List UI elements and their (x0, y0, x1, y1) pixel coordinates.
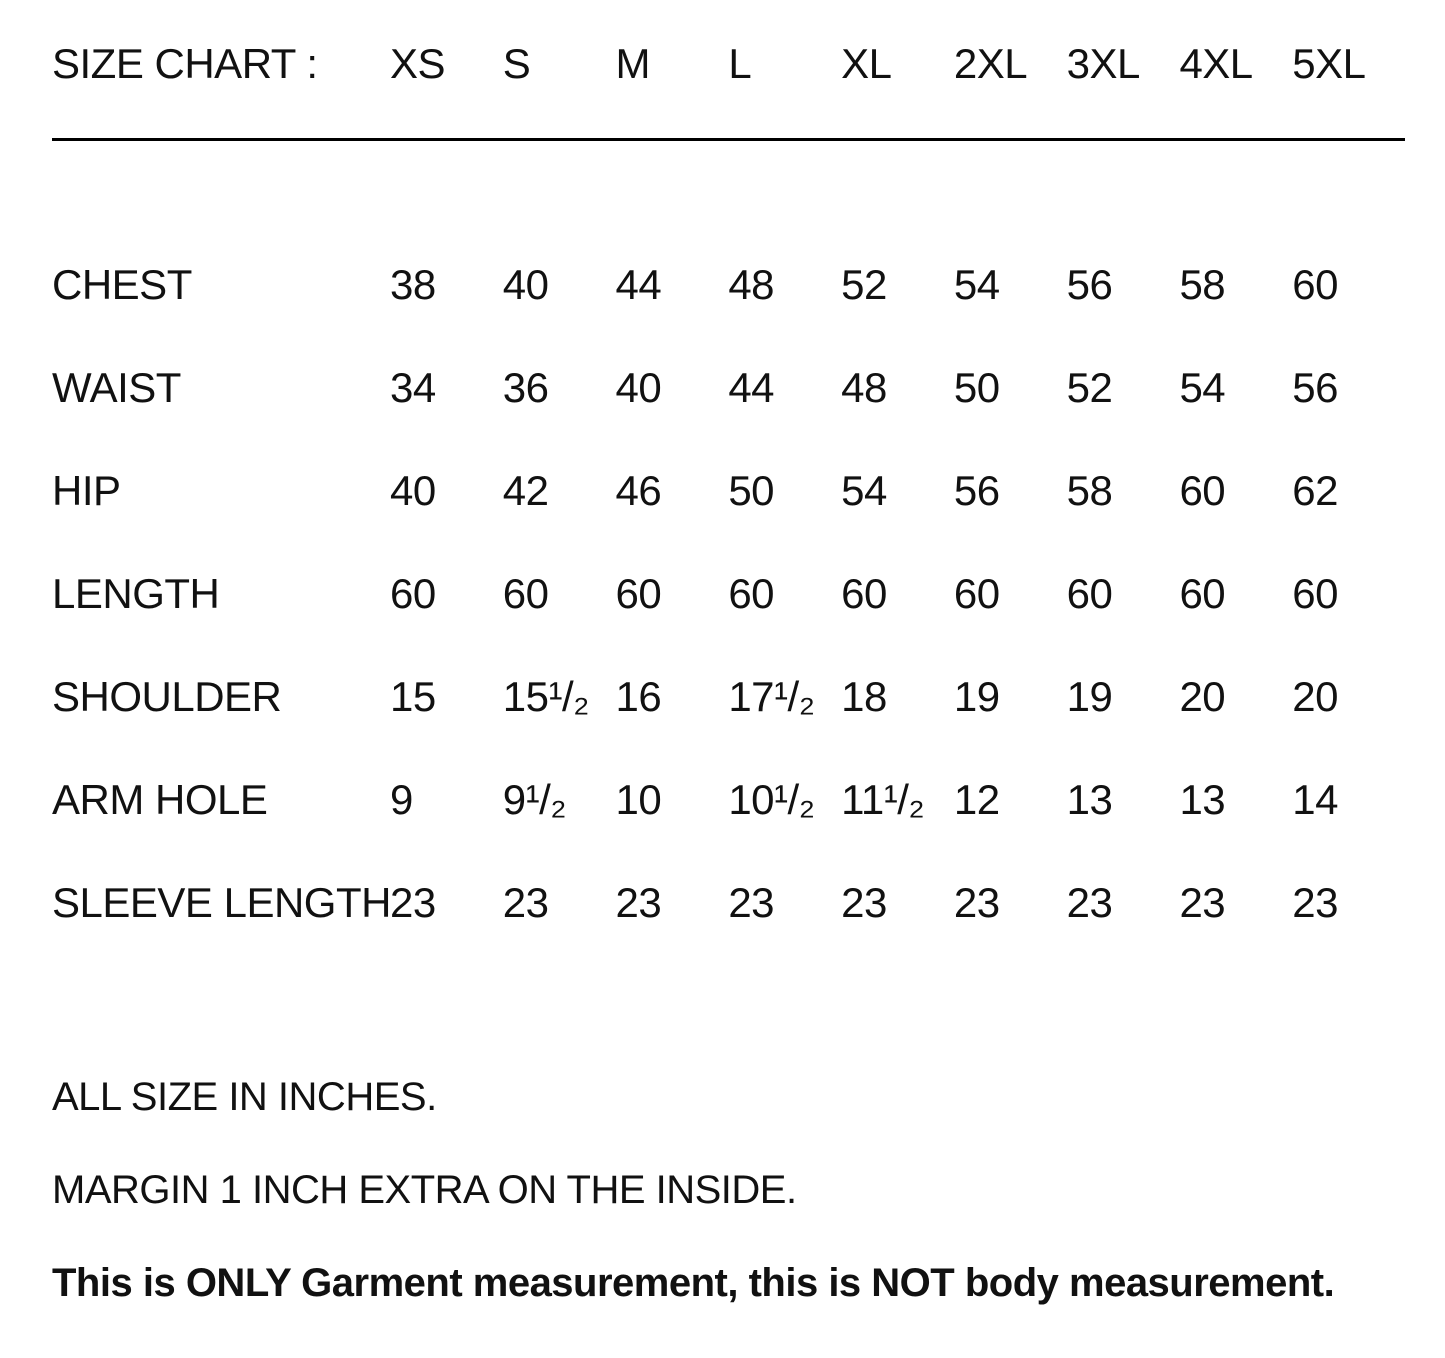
header-divider-line (52, 138, 1405, 141)
arm-hole-5xl: 14 (1292, 775, 1338, 823)
row-label-sleeve-length: SLEEVE LENGTH (52, 878, 391, 926)
arm-hole-m: 10 (615, 775, 662, 823)
row-label-hip: HIP (52, 466, 121, 514)
length-xl: 60 (841, 569, 887, 617)
size-col-l: L (728, 40, 752, 87)
chest-5xl: 60 (1292, 260, 1338, 308)
length-4xl: 60 (1179, 569, 1226, 617)
size-col-s: S (502, 40, 531, 87)
arm-hole-s: 9¹/₂ (502, 775, 567, 823)
length-m: 60 (615, 569, 662, 617)
table-row-chest: CHEST 38 40 44 48 52 54 56 58 60 (52, 233, 1405, 336)
sleeve-length-2xl: 23 (953, 878, 1000, 926)
table-row-waist: WAIST 34 36 40 44 48 50 52 54 56 (52, 336, 1405, 439)
size-col-2xl: 2XL (953, 40, 1028, 87)
hip-4xl: 60 (1179, 466, 1226, 514)
chest-xs: 38 (390, 260, 436, 308)
size-col-3xl: 3XL (1066, 40, 1141, 87)
waist-3xl: 52 (1066, 363, 1113, 411)
hip-xl: 54 (841, 466, 887, 514)
length-xs: 60 (390, 569, 436, 617)
waist-m: 40 (615, 363, 662, 411)
length-s: 60 (502, 569, 549, 617)
chest-2xl: 54 (953, 260, 1000, 308)
shoulder-m: 16 (615, 672, 662, 720)
shoulder-l: 17¹/₂ (728, 672, 815, 720)
hip-2xl: 56 (953, 466, 1000, 514)
waist-s: 36 (502, 363, 549, 411)
arm-hole-l: 10¹/₂ (728, 775, 815, 823)
length-5xl: 60 (1292, 569, 1338, 617)
waist-l: 44 (728, 363, 775, 411)
sleeve-length-l: 23 (728, 878, 775, 926)
length-3xl: 60 (1066, 569, 1113, 617)
row-label-shoulder: SHOULDER (52, 672, 282, 720)
row-label-waist: WAIST (52, 363, 181, 411)
size-chart-table: CHEST 38 40 44 48 52 54 56 58 60 WAIST 3… (52, 141, 1405, 954)
sleeve-length-xs: 23 (390, 878, 436, 926)
arm-hole-2xl: 12 (953, 775, 1000, 823)
arm-hole-3xl: 13 (1066, 775, 1113, 823)
row-label-length: LENGTH (52, 569, 220, 617)
waist-5xl: 56 (1292, 363, 1338, 411)
row-label-arm-hole: ARM HOLE (52, 775, 268, 823)
note-garment-measurement: This is ONLY Garment measurement, this i… (52, 1261, 1335, 1305)
table-row-length: LENGTH 60 60 60 60 60 60 60 60 60 (52, 542, 1405, 645)
shoulder-3xl: 19 (1066, 672, 1113, 720)
shoulder-2xl: 19 (953, 672, 1000, 720)
hip-3xl: 58 (1066, 466, 1113, 514)
arm-hole-4xl: 13 (1179, 775, 1226, 823)
chest-xl: 52 (841, 260, 887, 308)
size-chart-title: SIZE CHART : (52, 40, 318, 87)
size-col-5xl: 5XL (1292, 40, 1366, 87)
note-margin-extra: MARGIN 1 INCH EXTRA ON THE INSIDE. (52, 1168, 797, 1212)
shoulder-xs: 15 (390, 672, 436, 720)
length-l: 60 (728, 569, 775, 617)
sleeve-length-3xl: 23 (1066, 878, 1113, 926)
length-2xl: 60 (953, 569, 1000, 617)
chest-3xl: 56 (1066, 260, 1113, 308)
hip-l: 50 (728, 466, 775, 514)
sleeve-length-xl: 23 (841, 878, 887, 926)
chest-m: 44 (615, 260, 662, 308)
waist-2xl: 50 (953, 363, 1000, 411)
sleeve-length-m: 23 (615, 878, 662, 926)
arm-hole-xl: 11¹/₂ (841, 775, 925, 823)
chest-4xl: 58 (1179, 260, 1226, 308)
sleeve-length-4xl: 23 (1179, 878, 1226, 926)
table-row-shoulder: SHOULDER 15 15¹/₂ 16 17¹/₂ 18 19 19 20 2… (52, 645, 1405, 748)
note-all-sizes-in-inches: ALL SIZE IN INCHES. (52, 1075, 437, 1119)
waist-xl: 48 (841, 363, 887, 411)
hip-m: 46 (615, 466, 662, 514)
waist-xs: 34 (390, 363, 436, 411)
arm-hole-xs: 9 (390, 775, 413, 823)
hip-s: 42 (502, 466, 549, 514)
waist-4xl: 54 (1179, 363, 1226, 411)
shoulder-5xl: 20 (1292, 672, 1338, 720)
shoulder-s: 15¹/₂ (502, 672, 590, 720)
table-row-arm-hole: ARM HOLE 9 9¹/₂ 10 10¹/₂ 11¹/₂ 12 13 13 … (52, 748, 1405, 851)
chest-s: 40 (502, 260, 549, 308)
footer-notes: ALL SIZE IN INCHES. MARGIN 1 INCH EXTRA … (52, 1074, 1405, 1306)
size-col-xl: XL (841, 40, 892, 87)
table-row-sleeve-length: SLEEVE LENGTH 23 23 23 23 23 23 23 23 23 (52, 851, 1405, 954)
size-col-xs: XS (390, 40, 446, 87)
size-chart-header: SIZE CHART : XS S M L XL 2XL 3XL 4XL 5XL (52, 38, 1405, 90)
hip-xs: 40 (390, 466, 436, 514)
chest-l: 48 (728, 260, 775, 308)
sleeve-length-s: 23 (502, 878, 549, 926)
table-row-hip: HIP 40 42 46 50 54 56 58 60 62 (52, 439, 1405, 542)
row-label-chest: CHEST (52, 260, 192, 308)
shoulder-xl: 18 (841, 672, 887, 720)
sleeve-length-5xl: 23 (1292, 878, 1338, 926)
size-col-4xl: 4XL (1179, 40, 1253, 87)
size-col-m: M (615, 40, 651, 87)
shoulder-4xl: 20 (1179, 672, 1226, 720)
hip-5xl: 62 (1292, 466, 1338, 514)
